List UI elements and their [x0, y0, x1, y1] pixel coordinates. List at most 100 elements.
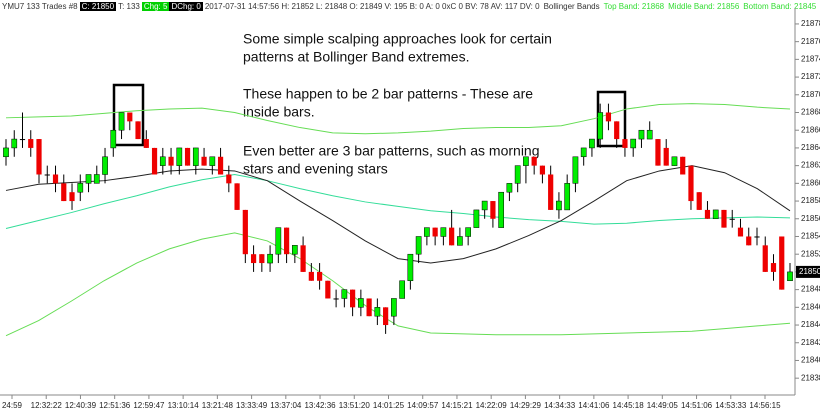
candle-body — [300, 245, 306, 272]
candle-body — [548, 174, 554, 210]
candle-body — [614, 121, 620, 140]
y-tick-label: 21876 — [801, 37, 820, 46]
x-tick-label: 14:15:21 — [441, 401, 473, 410]
candle-body — [333, 298, 339, 300]
x-tick-label: 14:09:57 — [407, 401, 439, 410]
y-tick-label: 21864 — [801, 143, 820, 152]
header-item: Bottom Band: 21845 — [743, 2, 817, 11]
candle-body — [209, 156, 216, 166]
candle-body — [69, 192, 75, 202]
pattern-box — [112, 83, 145, 147]
candle-body — [61, 183, 67, 202]
candle-body — [779, 236, 785, 290]
candle-body — [44, 174, 50, 176]
candle-body — [638, 129, 645, 140]
candle-body — [787, 271, 793, 282]
candle-body — [449, 227, 455, 246]
header-item: Bollinger Bands — [543, 2, 600, 11]
x-tick-label: 14:34:33 — [544, 401, 576, 410]
candle-body — [770, 263, 777, 272]
candle-body — [696, 192, 702, 210]
x-tick-label: 13:33:49 — [236, 401, 268, 410]
indicator-line — [5, 103, 791, 135]
candle-body — [110, 129, 117, 149]
candle-body — [646, 129, 653, 140]
candle-body — [688, 165, 694, 202]
header-item: DChg: 0 — [169, 2, 203, 11]
candle-body — [721, 209, 727, 228]
candle-body — [102, 156, 108, 175]
x-tick-label: 13:37:04 — [270, 401, 302, 410]
candle-body — [93, 174, 100, 184]
header: YMU7 133 Trades #8 C: 21850 T: 133 Chg: 5 DC… — [0, 0, 820, 14]
y-tick-label: 21840 — [801, 356, 820, 365]
candle-body — [358, 298, 364, 308]
header-item: 2017-07-31 14:57:56 H: 21852 L: 21848 O:… — [204, 2, 540, 11]
candle-body — [399, 280, 405, 299]
x-tick-label: 13:51:20 — [339, 401, 371, 410]
indicator-line — [5, 232, 791, 337]
header-item: Middle Band: 21856 — [668, 2, 740, 11]
header-item: C: 21850 — [79, 2, 117, 11]
y-tick-label: 21878 — [801, 19, 820, 28]
annotation: Even better are 3 bar patterns, such as … — [243, 143, 540, 159]
indicator-line — [5, 173, 791, 229]
candle-body — [135, 121, 141, 140]
candle-body — [746, 236, 752, 246]
x-tick-label: 14:53:33 — [715, 401, 747, 410]
x-tick-label: 13:42:36 — [304, 401, 336, 410]
candle-body — [514, 165, 521, 184]
candle-body — [143, 139, 149, 148]
x-tick-label: 14:29:29 — [510, 401, 542, 410]
y-tick-label: 21856 — [801, 214, 820, 223]
candle-body — [564, 183, 571, 211]
candle-body — [85, 174, 92, 184]
candle-body — [151, 147, 158, 175]
candle-body — [234, 183, 240, 210]
y-tick-label: 21852 — [801, 249, 820, 258]
candle-body — [341, 289, 348, 299]
candle-body — [184, 147, 191, 166]
x-tick-label: 14:56:15 — [749, 401, 781, 410]
annotation: These happen to be 2 bar patterns - Thes… — [243, 86, 533, 102]
candle-body — [663, 147, 669, 166]
candle-body — [473, 209, 480, 228]
candle-body — [580, 147, 587, 158]
y-tick-label: 21838 — [801, 373, 820, 382]
candle-body — [19, 139, 26, 141]
candle-body — [350, 289, 356, 308]
annotation: inside bars. — [243, 104, 315, 120]
candle-body — [465, 227, 471, 237]
header-item: T: 133 — [118, 2, 140, 11]
x-tick-label: 12:59:47 — [133, 401, 165, 410]
candle-body — [3, 147, 9, 158]
x-tick-label: 14:45:18 — [613, 401, 645, 410]
candle-body — [680, 156, 686, 175]
candle-body — [589, 138, 595, 149]
last-price-label: 21850 — [799, 267, 820, 276]
candle-body — [391, 298, 397, 317]
annotation: Some simple scalping approaches look for… — [243, 31, 552, 47]
x-tick-label: 14:49:05 — [647, 401, 679, 410]
annotation: stars and evening stars — [243, 161, 388, 177]
header-item: Chg: 5 — [141, 2, 170, 11]
candle-body — [267, 253, 273, 264]
candle-body — [712, 209, 719, 220]
candle-body — [374, 307, 381, 317]
candle-body — [440, 227, 447, 237]
candle-body — [630, 138, 637, 149]
candle-body — [704, 209, 711, 219]
candle-body — [506, 183, 513, 193]
candle-body — [325, 280, 331, 299]
candle-body — [490, 201, 496, 219]
y-tick-label: 21874 — [801, 54, 820, 63]
candle-body — [250, 254, 257, 264]
candle-body — [308, 271, 314, 281]
candle-body — [366, 298, 372, 317]
candle-body — [28, 139, 34, 148]
candle-body — [217, 156, 224, 175]
candle-body — [52, 174, 59, 184]
